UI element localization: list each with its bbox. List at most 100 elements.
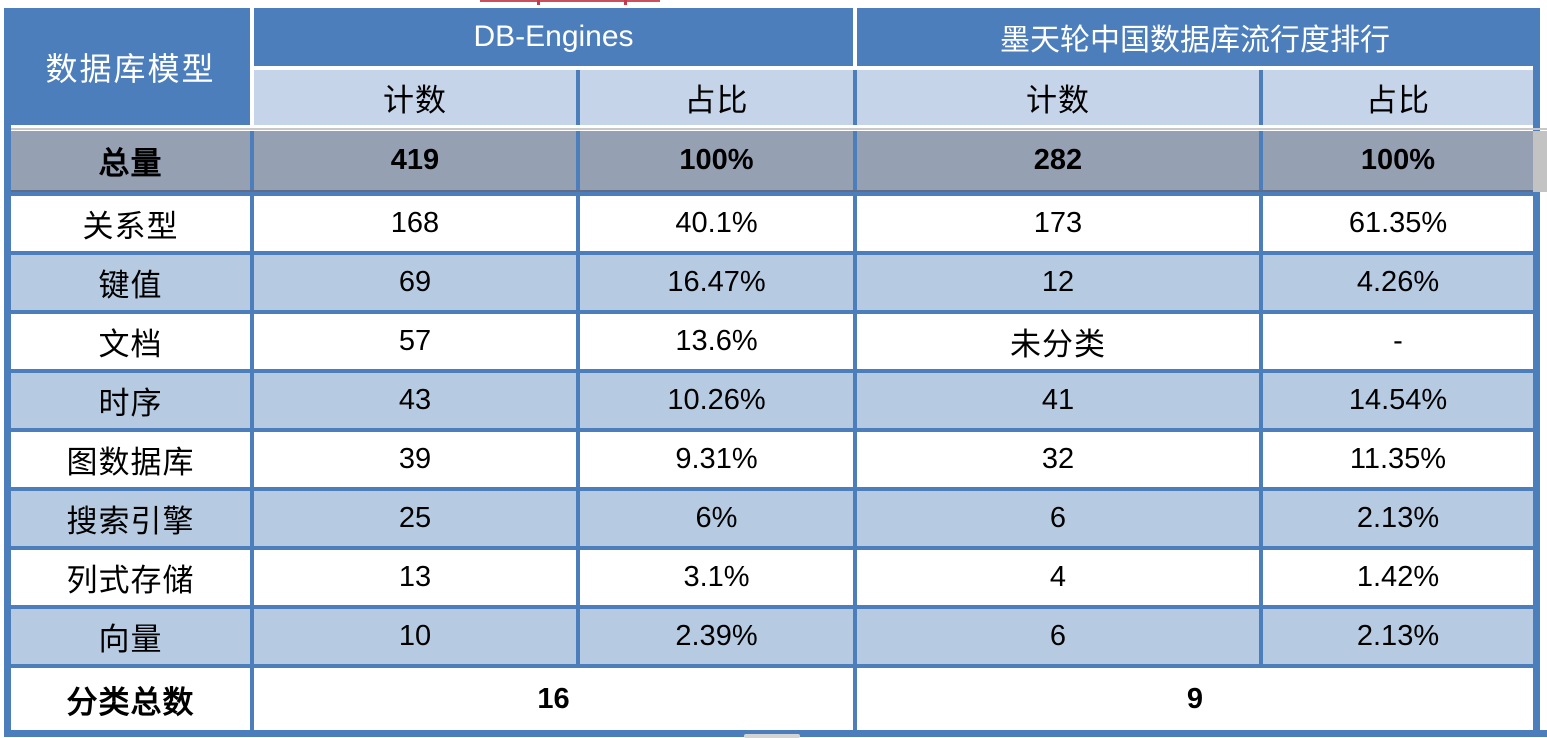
table-border-right xyxy=(1533,8,1540,737)
column-divider xyxy=(250,491,254,546)
column-divider xyxy=(250,131,254,190)
gray-row-overhang xyxy=(1533,131,1547,192)
cell-value: 1.42% xyxy=(1356,561,1440,593)
subheader-db-share: 占比 xyxy=(580,70,853,125)
column-divider xyxy=(853,668,857,730)
column-divider xyxy=(250,373,254,428)
cell-value: 57 xyxy=(398,325,432,357)
cell-value: 32 xyxy=(1041,443,1075,475)
column-divider xyxy=(250,550,254,605)
column-divider xyxy=(250,196,254,251)
column-divider xyxy=(853,314,857,369)
column-divider xyxy=(1259,314,1263,369)
table-row: 图数据库 39 9.31% 32 11.35% xyxy=(11,432,1533,491)
row-label: 时序 xyxy=(98,386,163,421)
column-divider xyxy=(1259,550,1263,605)
row-label: 搜索引擎 xyxy=(66,504,195,539)
cell-value: 3.1% xyxy=(683,561,750,593)
column-divider xyxy=(576,609,580,664)
column-divider xyxy=(1259,196,1263,251)
cell-value: 2.13% xyxy=(1356,620,1440,652)
column-divider xyxy=(576,255,580,310)
row-divider xyxy=(11,192,1533,196)
row-label: 键值 xyxy=(98,268,163,303)
column-divider xyxy=(576,373,580,428)
cell-value: 6 xyxy=(1049,620,1067,652)
column-divider xyxy=(576,491,580,546)
cell-value: 4.26% xyxy=(1356,266,1440,298)
cell-value: 10 xyxy=(398,620,432,652)
cell-value: 173 xyxy=(1033,207,1083,239)
cell-value: 12 xyxy=(1041,266,1075,298)
cell-value: 4 xyxy=(1049,561,1067,593)
row-label: 列式存储 xyxy=(66,563,195,598)
column-divider xyxy=(250,314,254,369)
column-divider xyxy=(1259,432,1263,487)
cell-value: 61.35% xyxy=(1348,207,1448,239)
column-divider xyxy=(1259,131,1263,190)
column-divider xyxy=(1259,491,1263,546)
table-border-bottom xyxy=(4,730,1547,737)
subheader-modb-count: 计数 xyxy=(857,70,1259,125)
column-divider xyxy=(576,550,580,605)
cell-value: 13.6% xyxy=(675,325,758,357)
row-label: 文档 xyxy=(98,327,163,362)
scrollbar-artifact xyxy=(744,734,800,738)
column-divider xyxy=(853,373,857,428)
cell-value: 10.26% xyxy=(667,384,766,416)
subheader-modb-share: 占比 xyxy=(1263,70,1533,125)
table-row: 关系型 168 40.1% 173 61.35% xyxy=(11,196,1533,255)
cell-value: 6% xyxy=(695,502,738,534)
cell-value: 16 xyxy=(537,682,570,715)
cell-value: 未分类 xyxy=(1010,327,1106,362)
row-label: 关系型 xyxy=(82,209,179,244)
cell-value: 16.47% xyxy=(667,266,766,298)
table-row: 列式存储 13 3.1% 4 1.42% xyxy=(11,550,1533,609)
cell-value: 9.31% xyxy=(675,443,758,475)
column-divider xyxy=(250,609,254,664)
cell-value: 14.54% xyxy=(1348,384,1448,416)
cell-value: - xyxy=(1393,325,1403,357)
cell-value: 39 xyxy=(398,443,432,475)
red-line-artifact xyxy=(480,0,660,2)
cell-value: 43 xyxy=(398,384,432,416)
cell-value: 40.1% xyxy=(675,207,758,239)
column-divider xyxy=(853,491,857,546)
cell-value: 13 xyxy=(398,561,432,593)
cell-value: 100% xyxy=(1263,131,1533,190)
row-label: 向量 xyxy=(98,622,163,657)
column-divider xyxy=(1259,373,1263,428)
cell-value: 6 xyxy=(1049,502,1067,534)
column-divider xyxy=(853,131,857,190)
cell-value: 9 xyxy=(1186,682,1204,715)
column-divider xyxy=(576,70,580,125)
table-row: 文档 57 13.6% 未分类 - xyxy=(11,314,1533,373)
group-header-modb: 墨天轮中国数据库流行度排行 xyxy=(857,8,1533,66)
total-row: 总量 419 100% 282 100% xyxy=(11,131,1533,192)
cell-value: 69 xyxy=(398,266,432,298)
table-row: 键值 69 16.47% 12 4.26% xyxy=(11,255,1533,314)
subheader-db-count: 计数 xyxy=(254,70,576,125)
column-divider xyxy=(250,432,254,487)
column-divider xyxy=(853,196,857,251)
cell-value: 282 xyxy=(857,131,1259,190)
column-divider xyxy=(576,131,580,190)
cell-value: 2.39% xyxy=(675,620,758,652)
column-divider xyxy=(576,196,580,251)
cell-value: 100% xyxy=(580,131,853,190)
cell-value: 11.35% xyxy=(1349,443,1447,475)
summary-row: 分类总数 16 9 xyxy=(11,668,1533,730)
column-divider xyxy=(576,314,580,369)
row-label: 图数据库 xyxy=(66,445,195,480)
column-divider xyxy=(250,255,254,310)
column-divider xyxy=(576,432,580,487)
cell-value: 25 xyxy=(398,502,432,534)
column-divider xyxy=(853,550,857,605)
column-divider xyxy=(853,609,857,664)
column-divider xyxy=(1259,70,1263,125)
column-divider xyxy=(250,668,254,730)
row-label: 总量 xyxy=(11,131,250,190)
table-row: 搜索引擎 25 6% 6 2.13% xyxy=(11,491,1533,550)
corner-header-cell: 数据库模型 xyxy=(11,8,250,125)
